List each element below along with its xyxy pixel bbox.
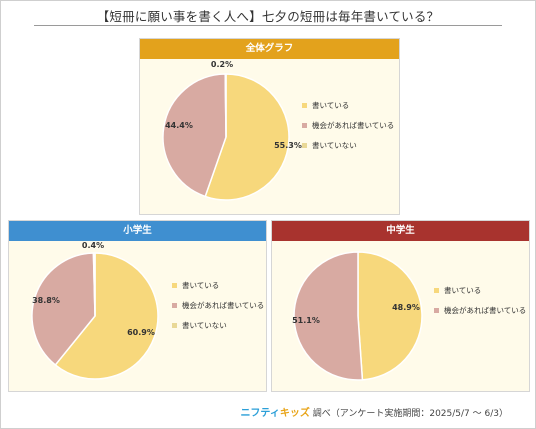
legend-item: 機会があれば書いている — [172, 296, 264, 316]
legend-item: 書いていない — [172, 316, 264, 336]
middle-school-chart-title: 中学生 — [272, 221, 529, 241]
elementary-pie-chart: 60.9% 38.8% 0.4% — [31, 241, 159, 380]
legend-label: 機会があれば書いている — [312, 121, 395, 130]
legend-swatch — [434, 307, 439, 313]
legend-swatch — [172, 282, 177, 288]
legend-item: 機会があれば書いている — [434, 301, 526, 321]
legend-item: 書いている — [302, 96, 394, 116]
legend-swatch — [434, 287, 439, 293]
legend-label: 書いている — [444, 286, 482, 295]
legend-label: 書いている — [182, 281, 220, 290]
legend-swatch — [302, 102, 307, 108]
elementary-chart-title: 小学生 — [9, 221, 266, 241]
legend-swatch — [302, 122, 307, 128]
overall-chart-panel: 全体グラフ 55.3% 44.4% 0.2% 書いている機会があれば書いている 書いて… — [139, 38, 400, 215]
middle-school-legend: 書いている機会があれば書いている — [434, 281, 526, 321]
overall-legend: 書いている機会があれば書いている 書いていない — [302, 96, 394, 156]
pie-slice — [357, 251, 423, 381]
slice-value-label: 60.9% — [127, 328, 155, 337]
slice-value-label: 44.4% — [165, 121, 193, 130]
brand-logo: ニフティキッズ — [240, 408, 310, 419]
legend-label: 書いていない — [182, 321, 227, 330]
legend-swatch — [302, 142, 307, 148]
legend-label: 書いている — [312, 101, 350, 110]
source-footer: ニフティキッズ 調べ（アンケート実施期間：2025/5/7 ～ 6/3） — [240, 404, 508, 419]
slice-value-label: 55.3% — [274, 141, 302, 150]
pie-slice — [224, 73, 227, 138]
legend-label: 機会があれば書いている — [444, 306, 527, 315]
pie-slice — [31, 252, 96, 367]
title-divider — [34, 25, 502, 26]
slice-value-label: 0.2% — [211, 60, 233, 69]
pie-slice — [162, 73, 227, 198]
slice-value-label: 51.1% — [292, 316, 320, 325]
survey-note: 調べ（アンケート実施期間：2025/5/7 ～ 6/3） — [312, 409, 508, 419]
legend-swatch — [172, 322, 177, 328]
overall-chart-title: 全体グラフ — [140, 39, 399, 59]
elementary-chart-panel: 小学生 60.9% 38.8% 0.4% 書いている機会があれば書いている 書いていな… — [8, 220, 267, 392]
pie-slice — [54, 252, 159, 380]
legend-item: 書いている — [172, 276, 264, 296]
slice-value-label: 48.9% — [392, 303, 420, 312]
elementary-legend: 書いている機会があれば書いている 書いていない — [172, 276, 264, 336]
overall-pie-chart: 55.3% 44.4% 0.2% — [162, 60, 302, 201]
middle-school-pie-chart: 48.9% 51.1% — [292, 251, 423, 381]
legend-item: 書いている — [434, 281, 526, 301]
slice-value-label: 38.8% — [32, 296, 60, 305]
middle-school-chart-panel: 中学生 48.9% 51.1% 書いている機会があれば書いている — [271, 220, 530, 392]
legend-swatch — [172, 302, 177, 308]
page-title: 【短冊に願い事を書く人へ】七夕の短冊は毎年書いている？ — [96, 9, 440, 24]
pie-slice — [92, 252, 96, 317]
slice-value-label: 0.4% — [82, 241, 104, 250]
legend-item: 機会があれば書いている — [302, 116, 394, 136]
legend-item: 書いていない — [302, 136, 394, 156]
legend-label: 機会があれば書いている — [182, 301, 265, 310]
legend-label: 書いていない — [312, 141, 357, 150]
pie-slice — [293, 251, 364, 381]
